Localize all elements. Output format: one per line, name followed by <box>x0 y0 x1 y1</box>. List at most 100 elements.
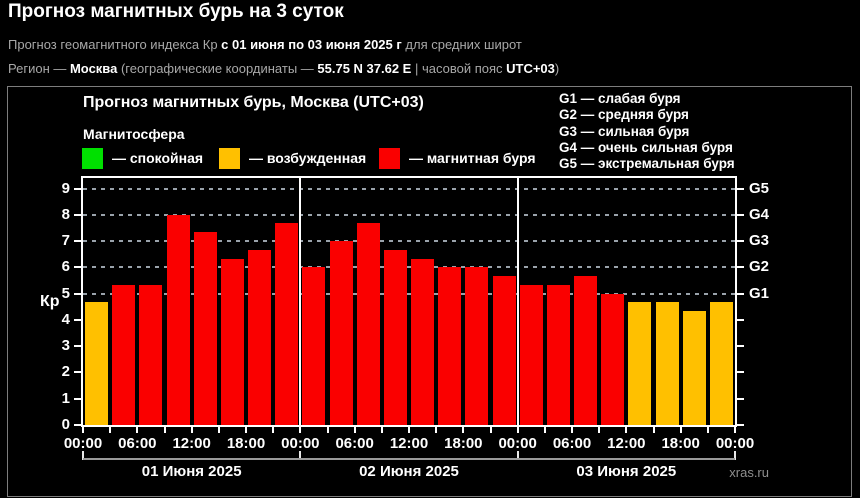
x-time-label: 12:00 <box>389 435 429 452</box>
kp-bar <box>682 311 706 425</box>
day-bracket-tick <box>516 451 519 460</box>
date-label: 03 Июня 2025 <box>576 463 677 480</box>
date-label: 01 Июня 2025 <box>141 463 242 480</box>
day-bracket-line <box>83 458 301 460</box>
region-label: Регион — <box>8 61 70 76</box>
kp-bar <box>220 258 244 425</box>
subtitle-latitude-note: для средних широт <box>401 37 522 52</box>
y-tick-label: 2 <box>61 363 70 381</box>
region-close-paren: ) <box>554 61 560 76</box>
x-tick <box>516 427 519 433</box>
legend-excited-label: — возбужденная <box>249 150 367 166</box>
kp-bar <box>139 284 163 425</box>
x-tick <box>571 427 573 433</box>
g5-legend-line: G5 — экстремальная буря <box>559 156 735 172</box>
kp-bar <box>628 302 652 425</box>
x-tick <box>734 427 736 433</box>
right-tick <box>737 397 744 400</box>
x-tick <box>190 427 193 433</box>
region-tz-label: | часовой пояс <box>411 61 507 76</box>
quiet-color-swatch <box>82 147 103 169</box>
y-tick <box>74 187 81 190</box>
x-tick <box>217 427 220 433</box>
kp-bar <box>546 284 570 425</box>
region-line: Регион — Москва (географические координа… <box>8 61 559 76</box>
g-axis-label: G1 <box>749 284 770 302</box>
x-tick <box>435 427 438 433</box>
x-time-label: 18:00 <box>444 435 483 452</box>
kp-bar <box>302 267 326 425</box>
legend-item-quiet: — спокойная <box>82 147 203 169</box>
kp-bar <box>709 302 733 425</box>
x-tick <box>625 427 628 433</box>
plot-area <box>81 176 737 427</box>
g-axis-label: G3 <box>749 232 770 250</box>
kp-bar <box>329 241 353 425</box>
legend-quiet-label: — спокойная <box>112 150 204 166</box>
x-time-label: 00:00 <box>63 435 103 452</box>
x-tick <box>245 427 247 433</box>
x-time-label: 18:00 <box>661 435 700 452</box>
x-time-label: 18:00 <box>226 435 266 452</box>
gridline <box>83 240 735 243</box>
y-tick-label: 6 <box>61 258 70 276</box>
x-tick <box>82 427 84 433</box>
right-tick <box>737 292 744 295</box>
x-tick <box>109 427 112 433</box>
x-tick <box>598 427 601 433</box>
kp-bar <box>166 214 190 425</box>
x-tick <box>136 427 139 433</box>
right-tick <box>737 318 744 321</box>
day-bracket-line <box>300 458 518 460</box>
y-tick <box>74 345 81 348</box>
y-tick <box>74 266 81 269</box>
storm-color-swatch <box>379 147 400 169</box>
page-title: Прогноз магнитных бурь на 3 суток <box>8 1 344 22</box>
x-time-label: 12:00 <box>172 435 211 452</box>
y-tick-label: 3 <box>61 337 70 355</box>
x-tick <box>706 427 709 433</box>
g-axis-label: G4 <box>749 205 770 223</box>
kp-bar <box>519 284 543 425</box>
kp-bar <box>356 223 380 425</box>
right-tick <box>737 213 744 216</box>
date-label: 02 Июня 2025 <box>359 463 459 480</box>
g2-legend-line: G2 — средняя буря <box>559 107 689 123</box>
day-divider <box>299 178 302 425</box>
right-tick <box>737 240 744 243</box>
subtitle-line: Прогноз геомагнитного индекса Кр с 01 ию… <box>8 37 522 52</box>
x-time-label: 00:00 <box>498 435 537 452</box>
gridline <box>83 187 735 190</box>
x-time-label: 00:00 <box>715 435 755 452</box>
gridline <box>83 292 735 295</box>
y-tick-label: 1 <box>61 389 70 407</box>
y-tick <box>74 318 81 321</box>
y-tick-label: 7 <box>61 232 70 250</box>
x-tick <box>299 427 302 433</box>
region-coords-label: (географические координаты — <box>117 61 318 76</box>
g-axis-label: G5 <box>749 179 770 197</box>
legend-item-storm: — магнитная буря <box>379 147 536 169</box>
legend-storm-label: — магнитная буря <box>409 150 536 166</box>
right-tick <box>737 187 744 190</box>
day-bracket-tick <box>82 451 84 460</box>
subtitle-text: Прогноз геомагнитного индекса Кр <box>8 37 222 52</box>
y-tick-label: 5 <box>61 284 70 302</box>
x-tick <box>543 427 546 433</box>
kp-bar <box>465 267 489 425</box>
kp-bar <box>492 276 516 425</box>
y-tick-label: 9 <box>61 179 70 197</box>
kp-bar <box>85 302 109 425</box>
gridline <box>83 213 735 216</box>
chart-title: Прогноз магнитных бурь, Москва (UTC+03) <box>83 94 424 111</box>
right-tick <box>737 371 744 374</box>
y-tick <box>74 371 81 374</box>
region-city: Москва <box>69 61 118 76</box>
watermark: xras.ru <box>729 465 769 480</box>
day-bracket-tick <box>299 451 302 460</box>
x-tick <box>326 427 329 433</box>
kp-bar <box>574 276 598 425</box>
x-tick <box>462 427 465 433</box>
subtitle-date-range: с 01 июня по 03 июня 2025 г <box>221 37 402 52</box>
g1-legend-line: G1 — слабая буря <box>559 91 681 106</box>
